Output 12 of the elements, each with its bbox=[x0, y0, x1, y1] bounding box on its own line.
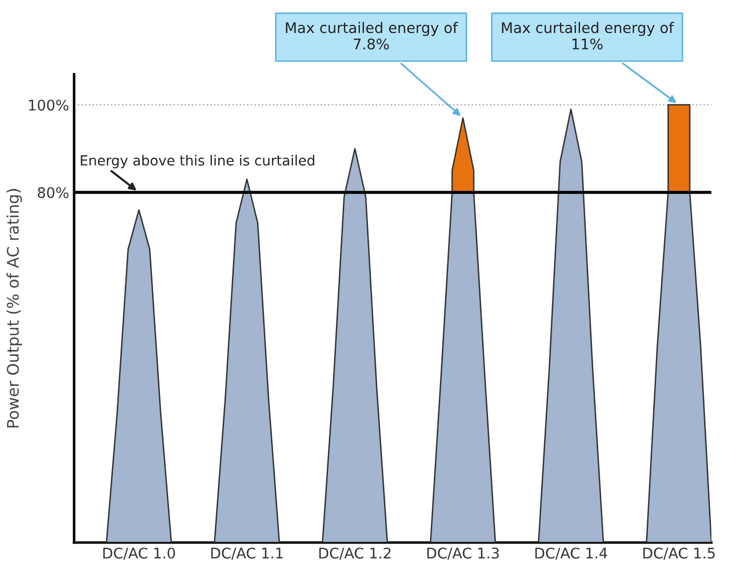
x-tick-label: DC/AC 1.3 bbox=[427, 548, 499, 560]
annotation: Max curtailed energy of 7.8% bbox=[286, 22, 458, 50]
y-tick-label: 80% bbox=[38, 187, 68, 198]
x-tick-label: DC/AC 1.2 bbox=[319, 548, 390, 560]
annotation: Max curtailed energy of 11% bbox=[502, 22, 674, 50]
x-tick-label: DC/AC 1.5 bbox=[643, 548, 715, 560]
x-tick-label: DC/AC 1.0 bbox=[103, 548, 175, 560]
x-tick-label: DC/AC 1.1 bbox=[211, 548, 283, 560]
y-axis-title: Power Output (% of AC rating) bbox=[6, 189, 22, 428]
y-tick-label: 100% bbox=[29, 100, 68, 111]
x-tick-label: DC/AC 1.4 bbox=[535, 548, 608, 560]
ref-line-label: Energy above this line is curtailed bbox=[80, 154, 314, 168]
